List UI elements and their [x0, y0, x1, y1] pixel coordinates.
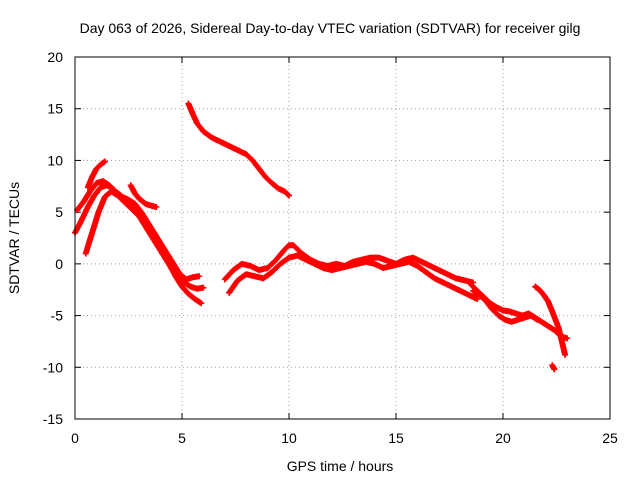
y-tick-label: 0: [55, 256, 63, 272]
plot-frame: [74, 56, 611, 420]
x-tick-label: 10: [281, 430, 297, 446]
marker-path: [226, 252, 481, 303]
marker-path: [82, 188, 205, 307]
data-points: [72, 100, 571, 373]
x-tick-label: 25: [602, 430, 618, 446]
marker-path: [549, 362, 558, 373]
x-tick-label: 15: [388, 430, 404, 446]
series-track-d: [84, 158, 108, 191]
y-tick-label: 10: [47, 152, 63, 168]
marker-path: [221, 242, 477, 286]
y-tick-label: 15: [47, 101, 63, 117]
series-track-h: [226, 252, 481, 303]
marker-path: [84, 158, 108, 191]
x-axis-label: GPS time / hours: [287, 458, 394, 474]
chart-title: Day 063 of 2026, Sidereal Day-to-day VTE…: [80, 20, 581, 36]
y-tick-label: -10: [43, 359, 63, 375]
series-track-k: [532, 283, 569, 358]
y-tick-label: -5: [51, 308, 64, 324]
x-tick-label: 5: [178, 430, 186, 446]
series-track-g: [221, 242, 477, 286]
y-tick-label: 20: [47, 49, 63, 65]
x-tick-label: 0: [71, 430, 79, 446]
marker-path: [127, 182, 160, 210]
y-tick-label: -15: [43, 411, 63, 427]
grid-lines: [75, 57, 610, 419]
series-track-c: [82, 188, 205, 307]
y-tick-label: 5: [55, 204, 63, 220]
series-track-e: [127, 182, 160, 210]
x-tick-label: 20: [495, 430, 511, 446]
series-track-j: [470, 287, 541, 325]
marker-path: [532, 283, 569, 358]
marker-path: [470, 287, 541, 325]
y-axis-label: SDTVAR / TECUs: [6, 182, 22, 294]
marker-path: [185, 100, 292, 199]
series-track-f: [185, 100, 292, 199]
series-track-l: [549, 362, 558, 373]
